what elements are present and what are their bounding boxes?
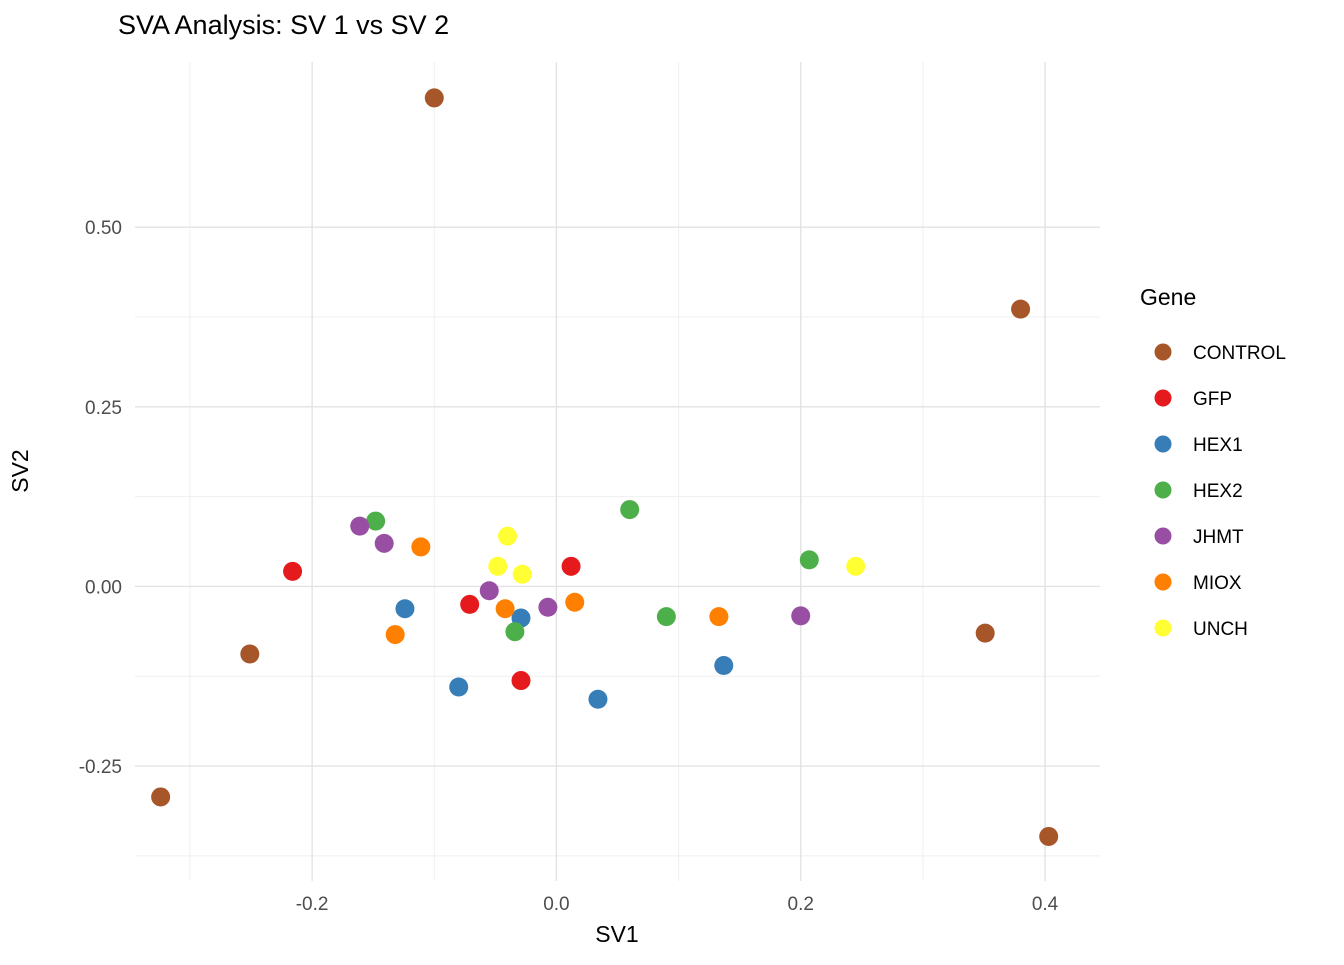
y-tick-label: 0.00 xyxy=(85,577,122,598)
legend: Gene CONTROL GFP HEX1 HEX2 JHMT MIOX UNCH xyxy=(1140,284,1286,640)
gridlines-group xyxy=(135,62,1100,881)
point-miox xyxy=(709,607,729,627)
legend-label: HEX1 xyxy=(1193,435,1243,456)
legend-swatch-unch-icon xyxy=(1154,619,1172,637)
y-tick-label: 0.25 xyxy=(85,398,122,419)
point-jhmt xyxy=(350,516,370,536)
point-gfp xyxy=(561,556,581,576)
point-jhmt xyxy=(479,581,499,601)
point-control xyxy=(424,88,444,108)
point-unch xyxy=(846,556,866,576)
x-axis-tick-labels: -0.2 0.0 0.2 0.4 xyxy=(296,894,1059,915)
legend-swatch-hex2-icon xyxy=(1154,481,1172,499)
x-axis-title: SV1 xyxy=(595,921,638,947)
x-tick-label: 0.4 xyxy=(1032,894,1059,915)
point-gfp xyxy=(511,671,531,691)
point-hex1 xyxy=(588,689,608,709)
legend-item-jhmt: JHMT xyxy=(1154,527,1244,548)
legend-swatch-miox-icon xyxy=(1154,573,1172,591)
point-hex1 xyxy=(395,599,415,619)
point-hex2 xyxy=(505,622,525,642)
point-hex2 xyxy=(366,511,386,531)
point-unch xyxy=(488,556,508,576)
legend-swatch-jhmt-icon xyxy=(1154,527,1172,545)
point-gfp xyxy=(460,594,480,614)
y-axis-title: SV2 xyxy=(7,449,33,492)
legend-title: Gene xyxy=(1140,284,1196,310)
point-miox xyxy=(385,625,405,645)
point-unch xyxy=(512,564,532,584)
legend-label: UNCH xyxy=(1193,619,1248,640)
legend-label: HEX2 xyxy=(1193,481,1243,502)
legend-items: CONTROL GFP HEX1 HEX2 JHMT MIOX UNCH xyxy=(1154,343,1286,640)
legend-item-hex2: HEX2 xyxy=(1154,481,1243,502)
legend-label: MIOX xyxy=(1193,573,1242,594)
x-tick-label: -0.2 xyxy=(296,894,329,915)
x-tick-label: 0.0 xyxy=(543,894,569,915)
legend-swatch-gfp-icon xyxy=(1154,389,1172,407)
point-gfp xyxy=(283,561,303,581)
point-control xyxy=(240,644,260,664)
legend-swatch-hex1-icon xyxy=(1154,435,1172,453)
point-control xyxy=(1011,299,1031,319)
point-jhmt xyxy=(791,606,811,626)
legend-swatch-control-icon xyxy=(1154,343,1172,361)
y-tick-label: -0.25 xyxy=(79,757,122,778)
point-control xyxy=(151,787,171,807)
point-jhmt xyxy=(538,597,558,617)
points-group xyxy=(151,88,1059,846)
y-tick-label: 0.50 xyxy=(85,218,122,239)
point-hex1 xyxy=(714,655,734,675)
point-hex2 xyxy=(620,500,640,520)
legend-item-miox: MIOX xyxy=(1154,573,1242,594)
legend-label: JHMT xyxy=(1193,527,1244,548)
point-miox xyxy=(411,537,431,557)
point-hex1 xyxy=(449,677,469,697)
legend-item-unch: UNCH xyxy=(1154,619,1248,640)
chart-title: SVA Analysis: SV 1 vs SV 2 xyxy=(118,10,449,40)
point-hex2 xyxy=(656,607,676,627)
legend-item-gfp: GFP xyxy=(1154,389,1232,410)
x-tick-label: 0.2 xyxy=(788,894,814,915)
legend-label: GFP xyxy=(1193,389,1232,410)
point-control xyxy=(1039,826,1059,846)
legend-item-control: CONTROL xyxy=(1154,343,1286,364)
point-jhmt xyxy=(374,533,394,553)
legend-item-hex1: HEX1 xyxy=(1154,435,1243,456)
point-miox xyxy=(495,599,515,619)
point-miox xyxy=(565,592,585,612)
point-unch xyxy=(498,526,518,546)
point-hex2 xyxy=(799,550,819,570)
y-axis-tick-labels: 0.50 0.25 0.00 -0.25 xyxy=(79,218,122,778)
legend-label: CONTROL xyxy=(1193,343,1286,364)
point-control xyxy=(975,623,995,643)
